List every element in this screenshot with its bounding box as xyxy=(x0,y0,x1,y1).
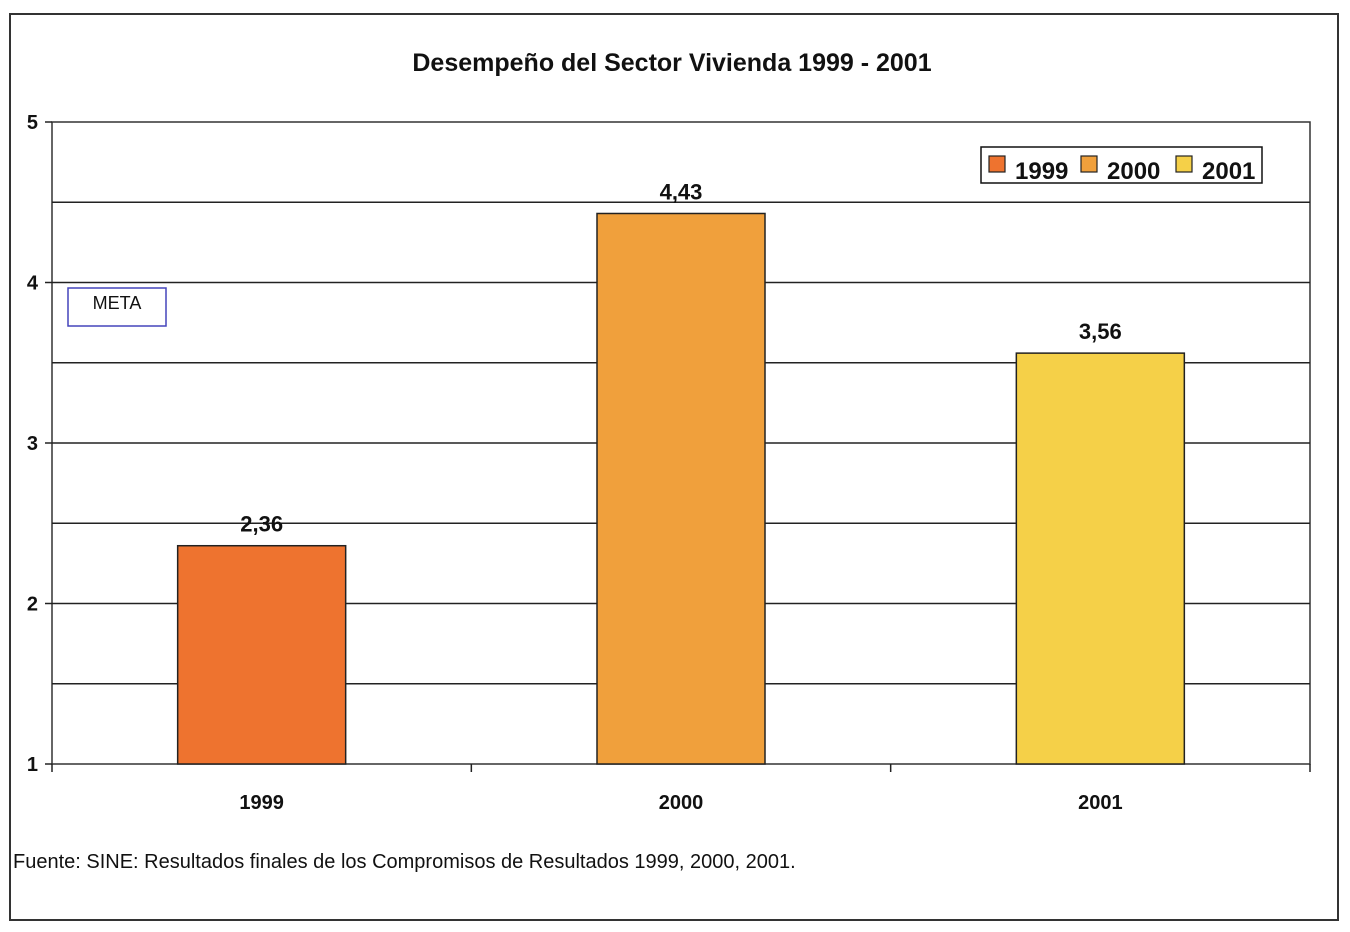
data-label-2000: 4,43 xyxy=(660,179,703,204)
x-tick-label-2001: 2001 xyxy=(1078,792,1123,814)
meta-annotation: META xyxy=(67,287,167,327)
meta-box xyxy=(67,287,167,327)
bar-2000 xyxy=(596,212,766,765)
legend-label-2000: 2000 xyxy=(1107,158,1160,185)
y-axis: 1 2 3 4 5 xyxy=(27,112,52,776)
meta-label: META xyxy=(93,293,142,313)
source-note: Fuente: SINE: Resultados finales de los … xyxy=(13,851,796,873)
x-axis: 1999 2000 2001 xyxy=(51,764,1311,814)
y-tick-label: 2 xyxy=(27,594,38,616)
legend: 1999 2000 2001 xyxy=(980,146,1263,185)
legend-swatch-2001 xyxy=(1175,155,1193,173)
bar-1999 xyxy=(176,544,347,765)
bar-2001 xyxy=(1015,352,1186,765)
legend-label-2001: 2001 xyxy=(1202,158,1255,185)
data-label-2001: 3,56 xyxy=(1079,319,1122,344)
y-tick-label: 4 xyxy=(27,273,39,295)
y-tick-label: 1 xyxy=(27,754,38,776)
x-tick-label-2000: 2000 xyxy=(659,792,704,814)
y-tick-label: 5 xyxy=(27,112,38,134)
legend-label-1999: 1999 xyxy=(1015,158,1068,185)
legend-box xyxy=(980,146,1263,184)
chart-title: Desempeño del Sector Vivienda 1999 - 200… xyxy=(412,49,931,77)
data-label-1999: 2,36 xyxy=(240,512,283,537)
legend-swatch-2000 xyxy=(1080,155,1098,173)
bars: 2,36 4,43 3,56 xyxy=(176,179,1186,765)
x-tick-label-1999: 1999 xyxy=(239,792,284,814)
y-tick-label: 3 xyxy=(27,433,38,455)
legend-swatch-1999 xyxy=(988,155,1006,173)
